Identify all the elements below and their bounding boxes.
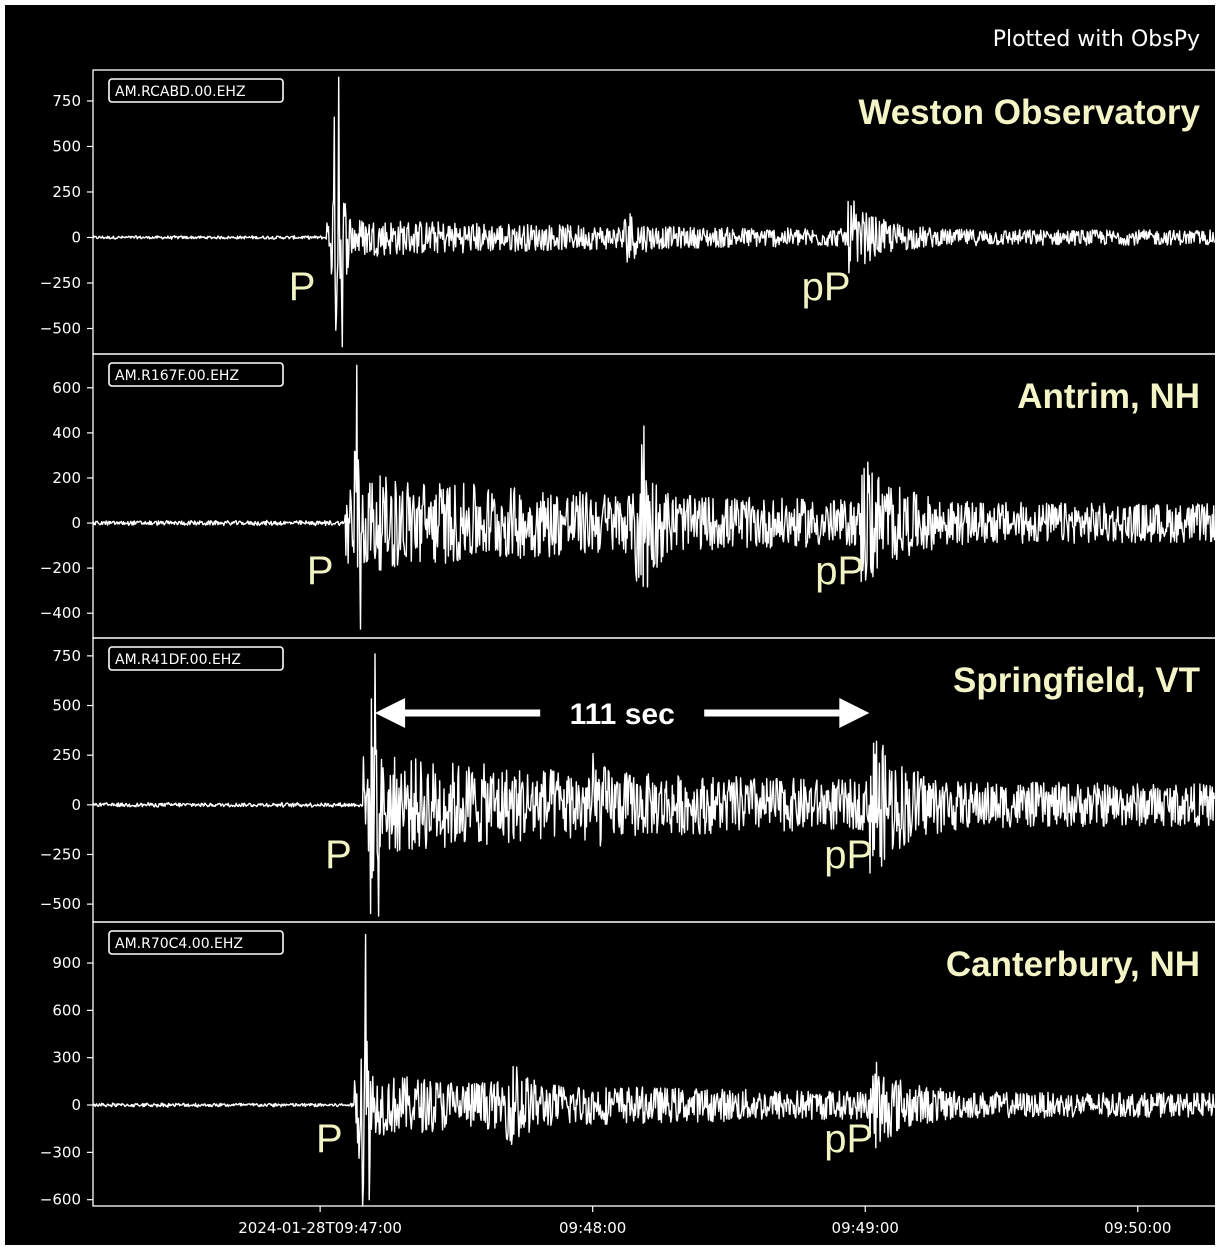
- arrow-left-head: [375, 698, 406, 728]
- y-tick-label: 0: [71, 1096, 81, 1114]
- x-tick-label: 09:50:00: [1104, 1219, 1171, 1237]
- figure-frame: Plotted with ObsPy 750 500 250 0 −250 −500 AM.…: [5, 5, 1215, 1245]
- phase-label-pP: pP: [824, 1117, 873, 1161]
- x-tick-label: 2024-01-28T09:47:00: [238, 1219, 402, 1237]
- panel-2: 600 400 200 0 −200 −400 AM.R167F.00.EHZ Antrim,…: [40, 353, 1215, 639]
- y-tick-label: −300: [40, 1143, 81, 1161]
- phase-label-pP: pP: [824, 833, 873, 877]
- interval-label: 111 sec: [570, 698, 675, 731]
- station-code-box: [108, 646, 284, 671]
- x-tick-label: 09:48:00: [559, 1219, 626, 1237]
- y-tick-label: 0: [71, 514, 81, 532]
- station-code-box: [108, 362, 284, 387]
- panel-border: [92, 921, 1215, 1207]
- y-tick-label: −500: [40, 895, 81, 913]
- y-tick-label: −400: [40, 604, 81, 622]
- waveform-line: [92, 364, 1215, 630]
- y-tick-label: −600: [40, 1191, 81, 1209]
- panel-1: 750 500 250 0 −250 −500 AM.RCABD.00.EHZ Weston …: [40, 69, 1215, 355]
- y-tick-label: 250: [52, 183, 81, 201]
- y-tick-label: −250: [40, 845, 81, 863]
- waveform-line: [92, 933, 1215, 1207]
- phase-label-P: P: [289, 265, 316, 309]
- x-axis: 2024-01-28T09:47:00 09:48:00 09:49:00 09:50…: [238, 1206, 1171, 1237]
- station-location: Weston Observatory: [858, 93, 1200, 132]
- y-tick-label: 0: [71, 228, 81, 246]
- station-code-box: [108, 78, 284, 103]
- phase-label-pP: pP: [802, 265, 851, 309]
- y-tick-label: 500: [52, 697, 81, 715]
- y-tick-label: 600: [52, 379, 81, 397]
- y-tick-label: 0: [71, 796, 81, 814]
- panels-group: 750 500 250 0 −250 −500 AM.RCABD.00.EHZ Weston …: [40, 69, 1215, 1209]
- station-location: Springfield, VT: [953, 661, 1200, 700]
- station-code: AM.R167F.00.EHZ: [115, 368, 239, 384]
- credit-label: Plotted with ObsPy: [993, 27, 1200, 52]
- phase-label-P: P: [307, 549, 334, 593]
- station-code-box: [108, 930, 284, 955]
- y-tick-label: −250: [40, 274, 81, 292]
- y-tick-label: −500: [40, 320, 81, 338]
- phase-label-pP: pP: [815, 549, 864, 593]
- y-tick-label: 250: [52, 746, 81, 764]
- station-code: AM.R70C4.00.EHZ: [115, 936, 243, 952]
- seismogram-chart: Plotted with ObsPy 750 500 250 0 −250 −500 AM.…: [40, 27, 1215, 1237]
- waveform-line: [92, 76, 1215, 348]
- phase-label-P: P: [316, 1117, 343, 1161]
- station-location: Antrim, NH: [1017, 377, 1200, 416]
- y-tick-label: 900: [52, 954, 81, 972]
- waveform-line: [92, 653, 1215, 917]
- station-location: Canterbury, NH: [946, 945, 1200, 984]
- y-tick-label: −200: [40, 559, 81, 577]
- arrow-right-head: [839, 698, 870, 728]
- panel-4: 900 600 300 0 −300 −600 AM.R70C4.00.EHZ Canterb…: [40, 921, 1215, 1209]
- panel-3: 750 500 250 0 −250 −500 AM.R41DF.00.EHZ Springf…: [40, 637, 1215, 923]
- y-tick-label: 750: [52, 92, 81, 110]
- station-code: AM.RCABD.00.EHZ: [115, 84, 246, 100]
- interval-annotation: 111 sec: [375, 698, 870, 731]
- station-code: AM.R41DF.00.EHZ: [115, 652, 241, 668]
- y-tick-label: 600: [52, 1001, 81, 1019]
- y-tick-label: 500: [52, 137, 81, 155]
- y-tick-label: 750: [52, 647, 81, 665]
- x-tick-label: 09:49:00: [832, 1219, 899, 1237]
- y-tick-label: 400: [52, 424, 81, 442]
- y-tick-label: 300: [52, 1049, 81, 1067]
- phase-label-P: P: [325, 833, 352, 877]
- y-tick-label: 200: [52, 469, 81, 487]
